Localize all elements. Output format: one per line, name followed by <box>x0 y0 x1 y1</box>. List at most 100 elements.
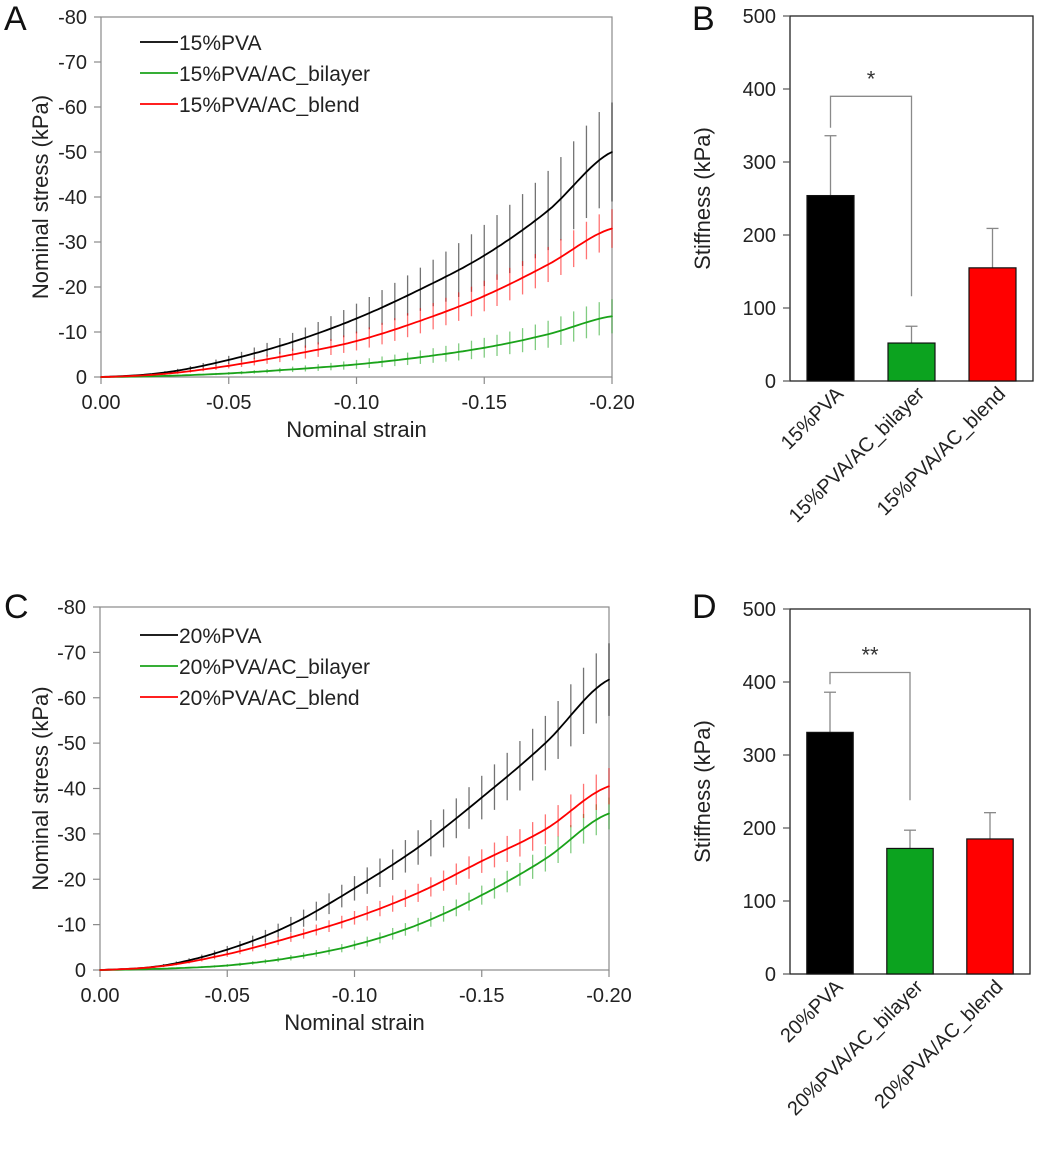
x-axis-title: Nominal strain <box>286 417 427 442</box>
y-tick-label: 400 <box>743 672 776 694</box>
y-tick-label: 500 <box>743 6 776 28</box>
y-tick-label: 400 <box>743 79 776 101</box>
y-tick-label: -60 <box>57 688 86 710</box>
data-point <box>290 923 292 926</box>
data-point <box>164 375 166 377</box>
data-point <box>226 964 229 967</box>
x-tick-label: -0.10 <box>332 985 378 1007</box>
data-point <box>419 356 422 359</box>
data-point <box>608 812 610 815</box>
data-point <box>417 892 419 894</box>
y-tick-label: 300 <box>743 745 776 767</box>
data-point <box>290 936 292 939</box>
significance-bracket <box>829 671 911 801</box>
x-tick-label: -0.10 <box>334 392 380 414</box>
category-label: 15%PVA/AC_bilayer <box>785 383 929 527</box>
x-tick-label: -0.20 <box>589 392 635 414</box>
y-tick-label: -40 <box>58 187 87 209</box>
significance-label: ** <box>861 643 879 668</box>
data-point <box>417 923 419 926</box>
data-point <box>353 917 356 919</box>
y-tick-label: -60 <box>58 97 87 119</box>
x-tick-label: 0.00 <box>82 392 121 414</box>
data-point <box>162 965 165 967</box>
data-point <box>480 894 483 896</box>
panel-c-stress-strain: 0 -10 -20 -30 -40 -50 -60 -70 -80 0.00 -0.05 -0.10 -… <box>28 597 632 1035</box>
y-tick-label: 0 <box>765 371 776 393</box>
data-point <box>227 372 230 375</box>
panel-d-stiffness-bars: 0 100 200 300 400 500 Stiffness (kPa) 20%PVA20%… <box>690 599 1031 1120</box>
x-tick-label: -0.05 <box>206 392 252 414</box>
bar-3 <box>966 838 1014 975</box>
x-tick-label: 0.00 <box>81 985 120 1007</box>
legend-label: 20%PVA/AC_blend <box>179 687 360 710</box>
data-point <box>419 288 422 291</box>
panel-a-stress-strain: 0 -10 -20 -30 -40 -50 -60 -70 -80 0.00 -0.05 -0.10 -… <box>28 7 635 442</box>
y-tick-label: 500 <box>743 599 776 621</box>
y-tick-label: 100 <box>743 891 776 913</box>
y-tick-label: -80 <box>57 597 86 619</box>
data-point <box>162 967 165 970</box>
legend-label: 20%PVA <box>179 625 262 648</box>
data-point <box>227 359 230 361</box>
category-label: 20%PVA <box>776 976 848 1048</box>
panel-label-a: A <box>4 0 27 38</box>
data-point <box>544 828 547 831</box>
y-tick-label: -70 <box>58 52 87 74</box>
panel-label-d: D <box>692 588 717 626</box>
y-tick-label: 200 <box>743 225 776 247</box>
bar-2 <box>887 342 936 382</box>
data-point <box>99 969 101 971</box>
data-point <box>164 373 166 375</box>
data-point <box>547 333 549 336</box>
y-tick-label: -40 <box>57 779 86 801</box>
data-point <box>547 263 549 266</box>
bar-1 <box>806 194 855 382</box>
legend-label: 15%PVA/AC_bilayer <box>179 63 370 86</box>
data-point <box>483 295 486 297</box>
data-point <box>480 796 483 799</box>
data-point <box>290 956 292 959</box>
x-tick-label: -0.15 <box>461 392 507 414</box>
data-point <box>227 364 230 367</box>
y-tick-label: -50 <box>57 733 86 755</box>
data-point <box>355 317 358 320</box>
category-label: 20%PVA/AC_bilayer <box>783 976 927 1120</box>
significance-bracket <box>829 95 913 297</box>
data-point <box>291 353 294 356</box>
data-point <box>608 678 610 681</box>
data-point <box>547 209 549 212</box>
data-point <box>226 953 229 955</box>
data-point <box>483 346 486 349</box>
y-tick-label: -50 <box>58 142 87 164</box>
y-axis-title: Stiffness (kPa) <box>690 127 715 270</box>
y-tick-label: -20 <box>57 869 86 891</box>
bar-2 <box>886 847 934 975</box>
y-tick-label: -30 <box>57 824 86 846</box>
data-point <box>483 254 486 257</box>
data-point <box>353 944 356 946</box>
y-tick-label: -20 <box>58 277 87 299</box>
significance-label: * <box>867 66 876 91</box>
y-axis-title: Stiffness (kPa) <box>690 720 715 863</box>
data-point <box>291 368 294 371</box>
data-point <box>608 785 610 788</box>
data-point <box>100 376 102 378</box>
x-tick-label: -0.05 <box>204 985 250 1007</box>
y-tick-label: 100 <box>743 298 776 320</box>
y-tick-label: 300 <box>743 152 776 174</box>
data-point <box>419 319 422 322</box>
y-axis-title: Nominal stress (kPa) <box>28 686 53 890</box>
category-label: 15%PVA <box>777 383 849 455</box>
legend-label: 20%PVA/AC_bilayer <box>179 656 370 679</box>
legend-label: 15%PVA <box>179 32 262 55</box>
data-point <box>544 858 547 860</box>
y-tick-label: -30 <box>58 232 87 254</box>
data-point <box>164 371 166 374</box>
data-point <box>355 340 358 342</box>
y-tick-label: 200 <box>743 818 776 840</box>
y-tick-label: 0 <box>76 367 87 389</box>
panel-label-b: B <box>692 0 715 38</box>
bar-3 <box>968 267 1017 382</box>
data-point <box>417 846 419 849</box>
